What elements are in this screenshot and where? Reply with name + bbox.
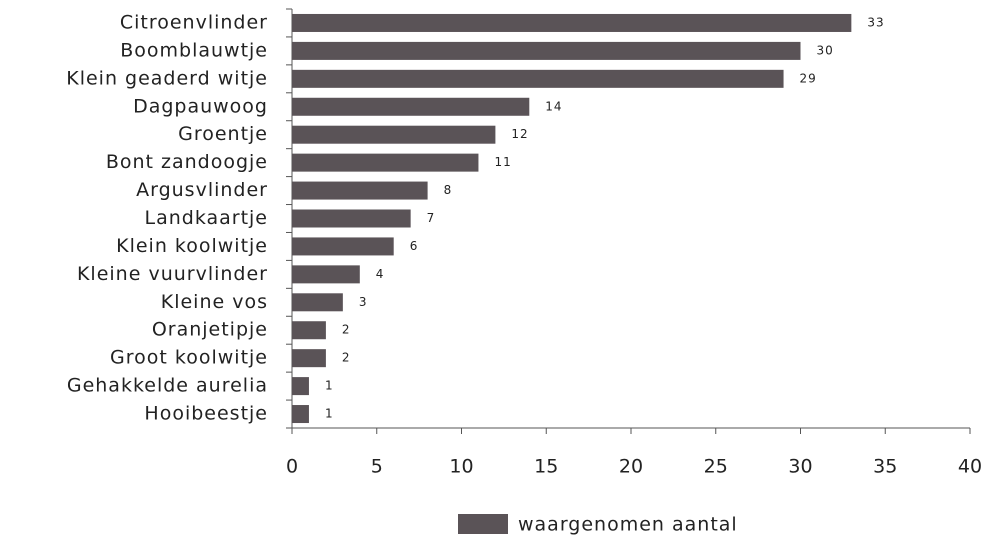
- legend-label: waargenomen aantal: [518, 514, 738, 536]
- y-tick-label: Klein koolwitje: [116, 235, 268, 257]
- y-tick-label: Boomblauwtje: [120, 39, 268, 61]
- value-label: 2: [342, 323, 351, 337]
- bar: [292, 97, 530, 116]
- y-tick-label: Landkaartje: [144, 207, 268, 229]
- legend-swatch: [458, 514, 508, 534]
- y-tick-label: Oranjetipje: [152, 319, 268, 341]
- y-tick-label: Kleine vuurvlinder: [77, 263, 268, 285]
- bar: [292, 13, 852, 32]
- x-tick-label: 5: [371, 456, 383, 478]
- value-label: 4: [376, 267, 385, 281]
- x-tick-label: 10: [449, 456, 473, 478]
- bar: [292, 237, 394, 256]
- value-label: 1: [325, 379, 334, 393]
- y-tick-label: Citroenvlinder: [120, 11, 268, 33]
- value-label: 2: [342, 351, 351, 365]
- value-label: 3: [359, 295, 368, 309]
- x-tick-label: 25: [704, 456, 728, 478]
- bar: [292, 41, 801, 60]
- value-label: 12: [511, 127, 528, 141]
- bar: [292, 265, 360, 284]
- x-tick-label: 35: [873, 456, 897, 478]
- y-tick-label: Argusvlinder: [136, 179, 268, 201]
- bar: [292, 181, 428, 200]
- value-label: 6: [410, 239, 419, 253]
- x-tick-label: 15: [534, 456, 558, 478]
- value-label: 8: [444, 183, 453, 197]
- bar: [292, 153, 479, 172]
- bar: [292, 69, 784, 88]
- y-tick-label: Dagpauwoog: [133, 95, 268, 117]
- value-label: 14: [545, 99, 562, 113]
- x-tick-label: 40: [958, 456, 982, 478]
- value-label: 1: [325, 407, 334, 421]
- bar: [292, 405, 309, 424]
- y-tick-label: Groot koolwitje: [110, 347, 268, 369]
- value-label: 30: [817, 43, 834, 57]
- bar: [292, 321, 326, 340]
- bar: [292, 209, 411, 228]
- y-tick-label: Gehakkelde aurelia: [67, 375, 268, 397]
- bar: [292, 377, 309, 396]
- y-tick-label: Groentje: [178, 123, 268, 145]
- bar: [292, 125, 496, 144]
- y-tick-label: Kleine vos: [161, 291, 268, 313]
- x-tick-label: 20: [619, 456, 643, 478]
- value-label: 11: [494, 155, 511, 169]
- y-tick-label: Bont zandoogje: [106, 151, 268, 173]
- value-label: 7: [427, 211, 436, 225]
- x-tick-label: 30: [788, 456, 812, 478]
- y-tick-label: Hooibeestje: [144, 403, 268, 425]
- bar: [292, 293, 343, 312]
- bar: [292, 349, 326, 368]
- value-label: 29: [800, 71, 817, 85]
- x-tick-label: 0: [286, 456, 298, 478]
- y-tick-label: Klein geaderd witje: [66, 67, 268, 89]
- value-label: 33: [867, 15, 884, 29]
